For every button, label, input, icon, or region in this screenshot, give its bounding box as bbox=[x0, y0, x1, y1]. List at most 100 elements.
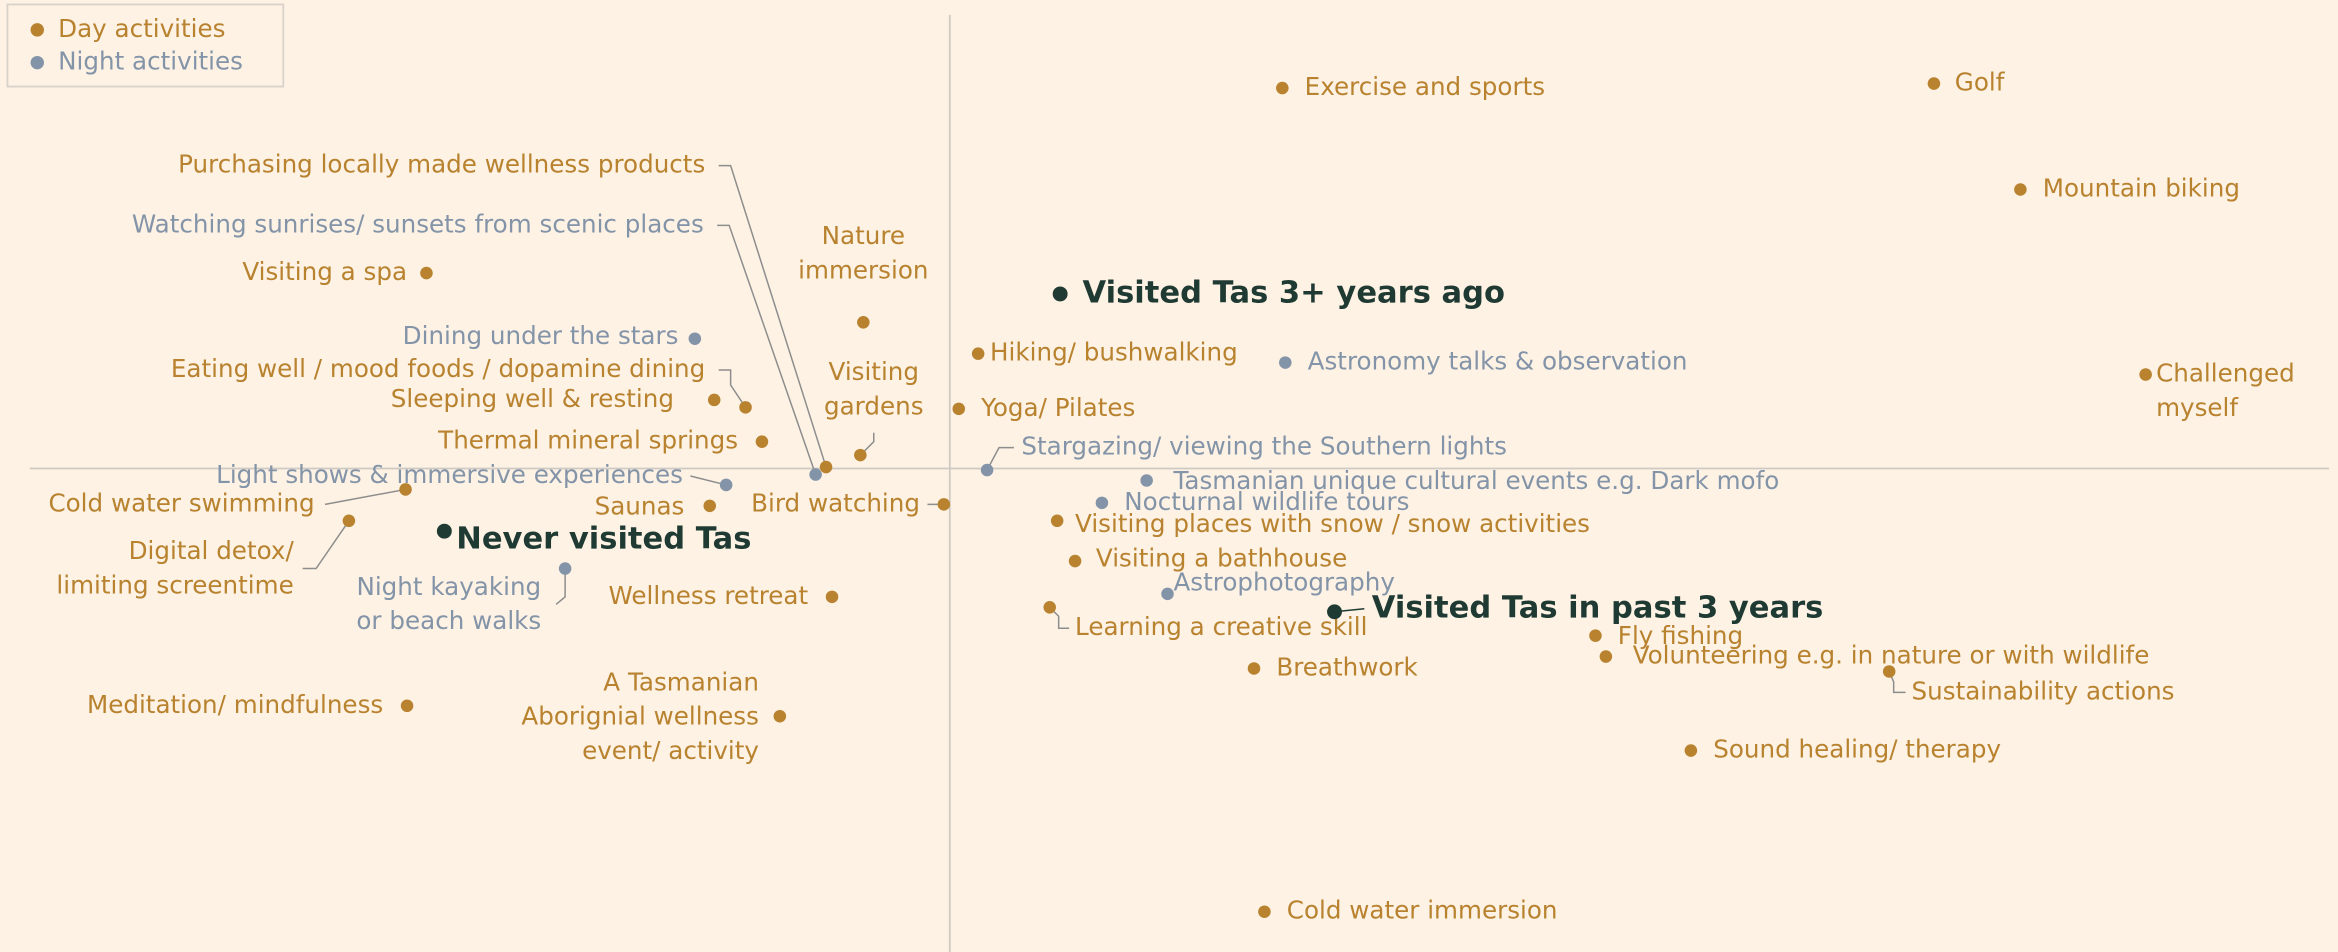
leader-line bbox=[859, 432, 875, 456]
activity-point bbox=[1589, 629, 1602, 642]
point-label: Digital detox/limiting screentime bbox=[56, 536, 294, 599]
activity-point bbox=[1095, 496, 1109, 510]
activity-point bbox=[937, 498, 951, 511]
activity-point bbox=[952, 402, 966, 416]
leader-line bbox=[717, 224, 817, 475]
activity-point bbox=[1882, 665, 1896, 678]
activity-point bbox=[854, 448, 867, 462]
legend-box bbox=[6, 3, 285, 88]
activity-point bbox=[809, 468, 822, 481]
label-line: gardens bbox=[824, 391, 924, 420]
activity-point bbox=[1068, 554, 1082, 568]
legend-swatch bbox=[30, 23, 44, 37]
activity-point bbox=[857, 316, 870, 329]
label-line: Digital detox/ bbox=[129, 536, 295, 565]
activity-point bbox=[1050, 514, 1064, 528]
leader-line bbox=[555, 568, 566, 605]
activity-point bbox=[971, 347, 985, 360]
leader-line bbox=[302, 520, 350, 570]
activity-point bbox=[707, 393, 721, 407]
point-label: Wellness retreat bbox=[608, 581, 808, 610]
activity-point bbox=[1140, 474, 1153, 487]
point-label: Meditation/ mindfulness bbox=[87, 690, 383, 719]
point-label: Nocturnal wildlife tours bbox=[1124, 487, 1409, 516]
activity-point bbox=[558, 562, 572, 575]
leader-line bbox=[986, 446, 1014, 471]
point-label: Never visited Tas bbox=[456, 522, 751, 557]
label-line: myself bbox=[2156, 393, 2239, 422]
point-label: Thermal mineral springs bbox=[437, 426, 738, 455]
label-line: limiting screentime bbox=[56, 570, 293, 599]
point-label: Sleeping well & resting bbox=[391, 384, 674, 413]
activity-point bbox=[739, 401, 752, 414]
point-label: Bird watching bbox=[751, 488, 920, 517]
point-label: Light shows & immersive experiences bbox=[216, 460, 683, 489]
label-line: Challenged bbox=[2156, 359, 2295, 388]
point-label: Hiking/ bushwalking bbox=[990, 338, 1238, 367]
point-label: Cold water swimming bbox=[48, 488, 314, 517]
activity-point bbox=[420, 266, 433, 280]
activity-point bbox=[703, 499, 717, 513]
label-line: Visiting bbox=[829, 357, 919, 386]
legend-label: Night activities bbox=[58, 47, 243, 76]
point-label: Visiting places with snow / snow activit… bbox=[1075, 509, 1590, 538]
label-line: A Tasmanian bbox=[603, 667, 759, 696]
point-label: A Tasmanian Aborignial wellness event/ act… bbox=[521, 667, 759, 765]
activity-point bbox=[2014, 183, 2027, 196]
activity-point bbox=[1043, 601, 1056, 614]
point-label: Watching sunrises/ sunsets from scenic p… bbox=[132, 209, 704, 238]
point-label: Visiting a bathhouse bbox=[1096, 544, 1347, 573]
activity-point bbox=[1684, 744, 1698, 757]
point-label: Stargazing/ viewing the Southern lights bbox=[1021, 432, 1507, 461]
point-label: Eating well / mood foods / dopamine dini… bbox=[171, 354, 705, 383]
point-label: Learning a creative skill bbox=[1075, 612, 1367, 641]
point-label: Breathwork bbox=[1276, 652, 1418, 681]
segment-point bbox=[436, 523, 452, 539]
segment-point bbox=[1327, 604, 1342, 620]
activity-point bbox=[1258, 905, 1271, 918]
activity-point bbox=[773, 709, 787, 723]
segment-point bbox=[1052, 286, 1068, 302]
point-label: Yoga/ Pilates bbox=[980, 393, 1135, 422]
activity-point bbox=[1279, 356, 1292, 369]
leader-line bbox=[1049, 606, 1070, 629]
activity-point bbox=[825, 590, 839, 604]
leader-line bbox=[718, 369, 747, 408]
activity-point bbox=[2139, 368, 2152, 381]
activity-point bbox=[1276, 81, 1289, 95]
point-label: Night kayaking or beach walks bbox=[356, 572, 541, 635]
point-label: Dining under the stars bbox=[403, 321, 679, 350]
point-label: Sustainability actions bbox=[1912, 676, 2175, 705]
point-label: Nature immersion bbox=[798, 221, 928, 284]
point-label: Saunas bbox=[595, 491, 685, 520]
point-label: Visiting gardens bbox=[824, 357, 924, 420]
activity-point bbox=[719, 478, 733, 492]
activity-point bbox=[1161, 587, 1174, 601]
point-label: Fly fishing bbox=[1618, 621, 1743, 650]
point-label: Tasmanian unique cultural events e.g. Da… bbox=[1172, 466, 1779, 495]
label-line: Night kayaking bbox=[356, 572, 541, 601]
point-label: Visiting a spa bbox=[242, 257, 407, 286]
point-label: Volunteering e.g. in nature or with wild… bbox=[1633, 641, 2150, 670]
activity-point bbox=[399, 483, 412, 496]
activity-point bbox=[1247, 662, 1261, 675]
point-label: Visited Tas in past 3 years bbox=[1372, 590, 1824, 625]
activity-point bbox=[819, 460, 833, 474]
label-line: or beach walks bbox=[356, 606, 541, 635]
point-label: Mountain biking bbox=[2043, 173, 2240, 202]
leader-line bbox=[718, 164, 827, 468]
label-line: event/ activity bbox=[582, 736, 759, 765]
point-label: Cold water immersion bbox=[1287, 896, 1558, 925]
activity-point bbox=[980, 463, 994, 477]
activity-point bbox=[400, 699, 414, 713]
point-label: Purchasing locally made wellness product… bbox=[178, 150, 705, 179]
legend-label: Day activities bbox=[58, 14, 225, 43]
leader-line bbox=[324, 488, 406, 506]
legend-swatch bbox=[30, 55, 44, 70]
point-label: Sound healing/ therapy bbox=[1713, 735, 2001, 764]
activity-point bbox=[1927, 77, 1941, 90]
point-label: Astronomy talks & observation bbox=[1308, 347, 1688, 376]
